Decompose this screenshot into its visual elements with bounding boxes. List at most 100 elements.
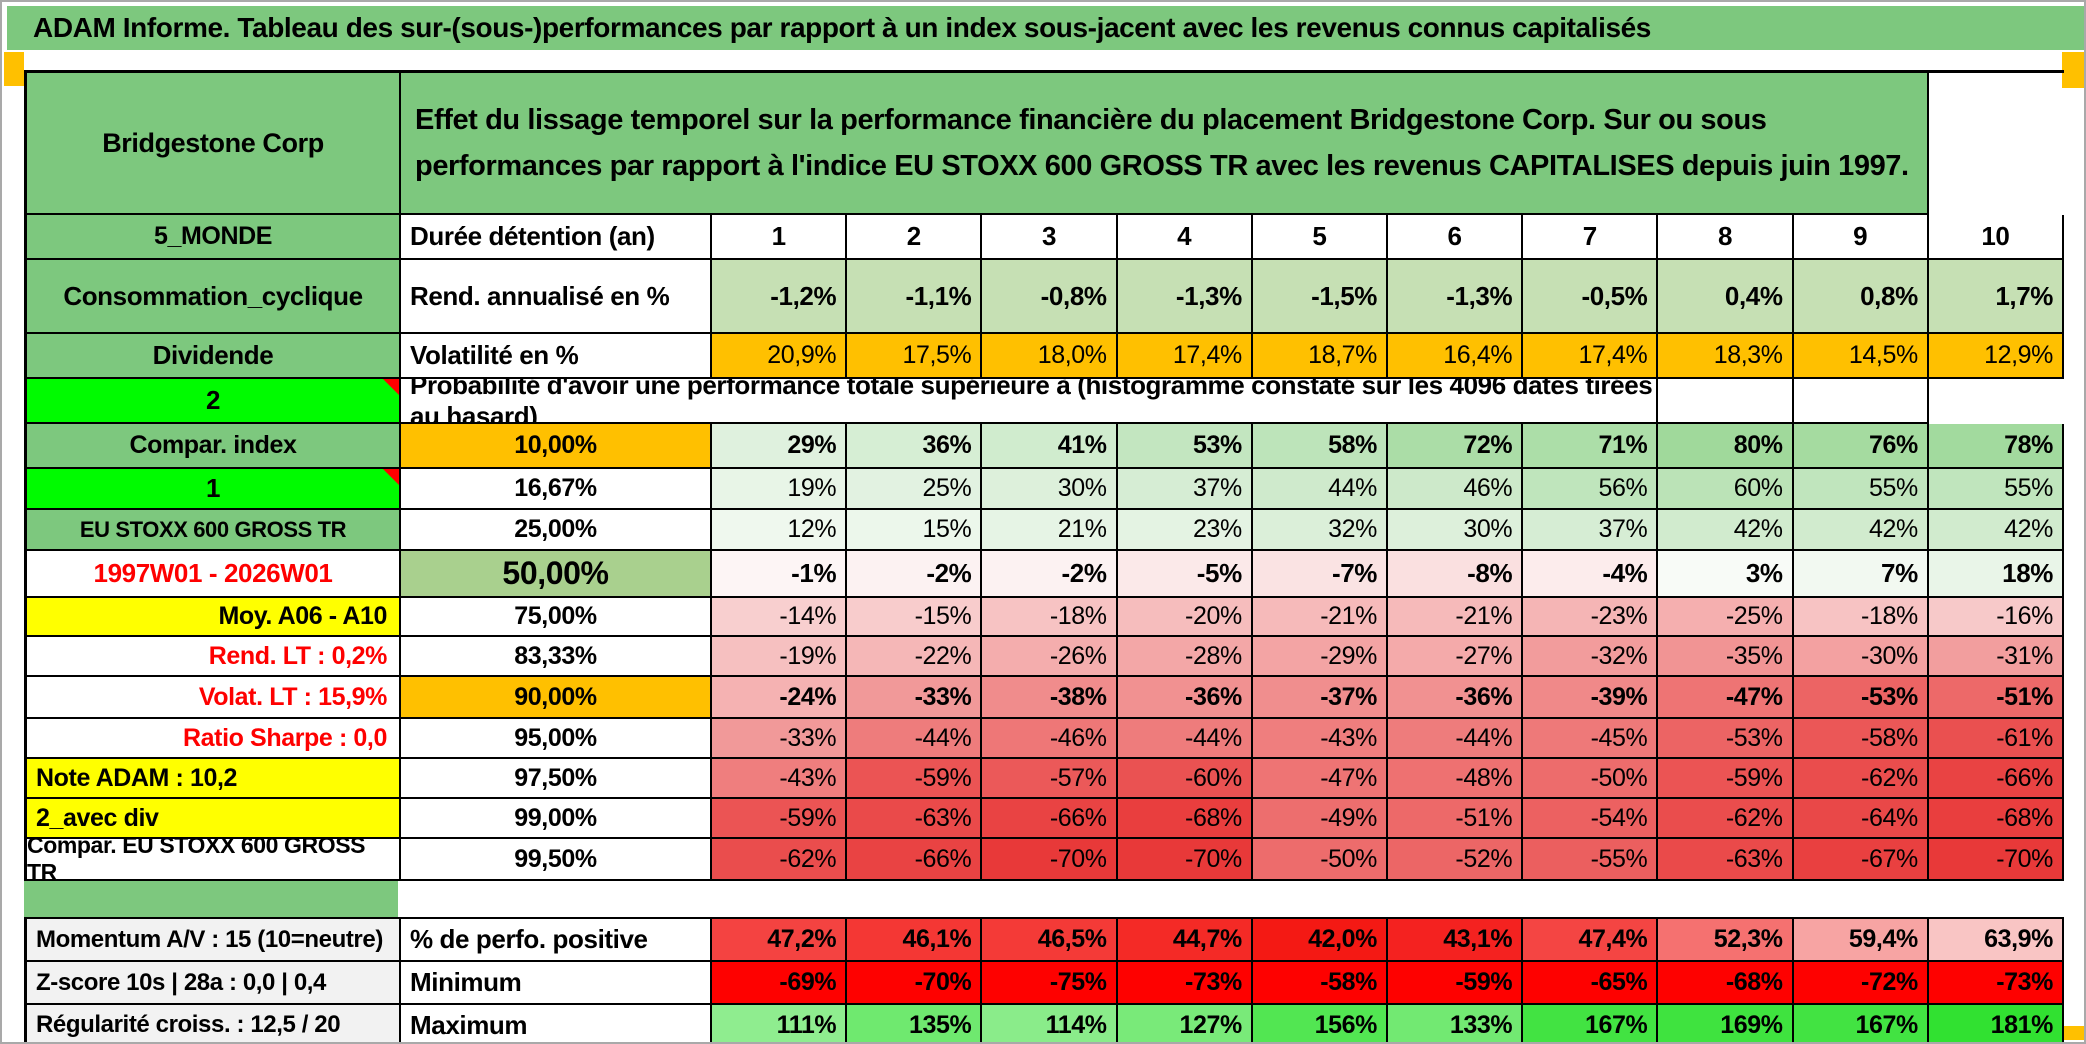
heatmap-cell[interactable]: -44% (1387, 719, 1524, 759)
heatmap-cell[interactable]: 32% (1252, 510, 1388, 551)
stat-value-cell[interactable]: 59,4% (1793, 919, 1929, 962)
heatmap-cell[interactable]: -44% (1117, 719, 1253, 759)
stat-value-cell[interactable]: -68% (1658, 962, 1794, 1005)
heatmap-cell[interactable]: -38% (982, 677, 1118, 719)
heatmap-cell[interactable]: 46% (1387, 469, 1524, 510)
stat-value-cell[interactable]: -72% (1793, 962, 1929, 1005)
prob-cell[interactable]: 99,50% (401, 839, 712, 881)
duration-year-cell[interactable]: 5 (1252, 215, 1388, 260)
prob-cell[interactable]: 10,00% (401, 424, 712, 469)
prob-cell[interactable]: 16,67% (401, 469, 712, 510)
heatmap-cell[interactable]: 15% (847, 510, 983, 551)
prob-cell[interactable]: 90,00% (401, 677, 712, 719)
heatmap-cell[interactable]: -15% (847, 598, 983, 637)
heatmap-cell[interactable]: -4% (1523, 551, 1659, 598)
heatmap-cell[interactable]: 44% (1252, 469, 1388, 510)
duration-year-cell[interactable]: 8 (1658, 215, 1794, 260)
stat-value-cell[interactable]: 127% (1117, 1005, 1253, 1042)
stat-value-cell[interactable]: 135% (847, 1005, 983, 1042)
duration-year-cell[interactable]: 1 (712, 215, 848, 260)
heatmap-cell[interactable]: -64% (1793, 799, 1929, 839)
heatmap-cell[interactable]: -26% (982, 637, 1118, 677)
heatmap-cell[interactable]: 72% (1387, 424, 1524, 469)
stat-value-cell[interactable]: 181% (1928, 1005, 2064, 1042)
heatmap-cell[interactable]: 55% (1793, 469, 1929, 510)
heatmap-cell[interactable]: -50% (1523, 759, 1659, 799)
heatmap-cell[interactable]: 56% (1523, 469, 1659, 510)
prob-cell[interactable]: 50,00% (401, 551, 712, 598)
heatmap-cell[interactable]: -55% (1523, 839, 1659, 881)
heatmap-cell[interactable]: -43% (712, 759, 848, 799)
heatmap-cell[interactable]: -70% (1117, 839, 1253, 881)
heatmap-cell[interactable]: -67% (1793, 839, 1929, 881)
heatmap-cell[interactable]: 58% (1252, 424, 1388, 469)
heatmap-cell[interactable]: -35% (1658, 637, 1794, 677)
duration-year-cell[interactable]: 2 (847, 215, 983, 260)
return-value-cell[interactable]: -0,5% (1523, 260, 1659, 334)
duration-year-cell[interactable]: 4 (1117, 215, 1253, 260)
heatmap-cell[interactable]: -18% (1793, 598, 1929, 637)
return-value-cell[interactable]: -1,1% (847, 260, 983, 334)
stat-value-cell[interactable]: 133% (1387, 1005, 1524, 1042)
stat-value-cell[interactable]: 167% (1523, 1005, 1659, 1042)
heatmap-cell[interactable]: -60% (1117, 759, 1253, 799)
heatmap-cell[interactable]: -19% (712, 637, 848, 677)
return-value-cell[interactable]: -1,2% (712, 260, 848, 334)
heatmap-cell[interactable]: -63% (847, 799, 983, 839)
heatmap-cell[interactable]: -28% (1117, 637, 1253, 677)
heatmap-cell[interactable]: 80% (1658, 424, 1794, 469)
heatmap-cell[interactable]: -22% (847, 637, 983, 677)
duration-year-cell[interactable]: 10 (1928, 215, 2064, 260)
heatmap-cell[interactable]: 21% (982, 510, 1118, 551)
heatmap-cell[interactable]: -27% (1387, 637, 1524, 677)
heatmap-cell[interactable]: -18% (982, 598, 1118, 637)
row-label-cell[interactable]: Moy. A06 - A10 (27, 598, 401, 637)
prob-cell[interactable]: 95,00% (401, 719, 712, 759)
heatmap-cell[interactable]: -61% (1928, 719, 2064, 759)
company-cell[interactable]: Bridgestone Corp (27, 73, 401, 215)
heatmap-cell[interactable]: -50% (1252, 839, 1388, 881)
heatmap-cell[interactable]: 37% (1117, 469, 1253, 510)
volatility-value-cell[interactable]: 17,5% (847, 334, 983, 379)
probability-header-cell[interactable]: Probabilité d'avoir une performance tota… (401, 379, 1659, 424)
heatmap-cell[interactable]: -66% (847, 839, 983, 881)
heatmap-cell[interactable]: 30% (1387, 510, 1524, 551)
row-label-cell[interactable]: Note ADAM : 10,2 (27, 759, 401, 799)
stat-label-cell[interactable]: % de perfo. positive (401, 919, 712, 962)
heatmap-cell[interactable]: 41% (982, 424, 1118, 469)
heatmap-cell[interactable]: -51% (1928, 677, 2064, 719)
heatmap-cell[interactable]: -68% (1928, 799, 2064, 839)
heatmap-cell[interactable]: -59% (1658, 759, 1794, 799)
heatmap-cell[interactable]: -20% (1117, 598, 1253, 637)
row-label-cell[interactable]: Rend. LT : 0,2% (27, 637, 401, 677)
heatmap-cell[interactable]: 42% (1928, 510, 2064, 551)
heatmap-cell[interactable]: -53% (1793, 677, 1929, 719)
heatmap-cell[interactable]: -70% (982, 839, 1118, 881)
zscore-cell[interactable]: Z-score 10s | 28a : 0,0 | 0,4 (27, 962, 401, 1005)
return-value-cell[interactable]: -1,3% (1387, 260, 1524, 334)
heatmap-cell[interactable]: -62% (1793, 759, 1929, 799)
volatility-value-cell[interactable]: 17,4% (1117, 334, 1253, 379)
heatmap-cell[interactable]: -33% (847, 677, 983, 719)
stat-value-cell[interactable]: 111% (712, 1005, 848, 1042)
period-cell[interactable]: 1997W01 - 2026W01 (27, 551, 401, 598)
heatmap-cell[interactable]: -36% (1387, 677, 1524, 719)
stat-value-cell[interactable]: 63,9% (1928, 919, 2064, 962)
return-value-cell[interactable]: -1,3% (1117, 260, 1253, 334)
return-label-cell[interactable]: Rend. annualisé en % (401, 260, 712, 334)
heatmap-cell[interactable]: -48% (1387, 759, 1524, 799)
heatmap-cell[interactable]: 36% (847, 424, 983, 469)
heatmap-cell[interactable]: 19% (712, 469, 848, 510)
stat-value-cell[interactable]: 44,7% (1117, 919, 1253, 962)
heatmap-cell[interactable]: -23% (1523, 598, 1659, 637)
heatmap-cell[interactable]: -37% (1252, 677, 1388, 719)
row-label-cell[interactable]: 2_avec div (27, 799, 401, 839)
heatmap-cell[interactable]: -30% (1793, 637, 1929, 677)
heatmap-cell[interactable]: 3% (1658, 551, 1794, 598)
volatility-value-cell[interactable]: 18,3% (1658, 334, 1794, 379)
corner-2-cell[interactable]: 2 (27, 379, 401, 424)
empty-cell[interactable] (1793, 379, 1929, 424)
heatmap-cell[interactable]: 42% (1658, 510, 1794, 551)
stat-value-cell[interactable]: -70% (847, 962, 983, 1005)
heatmap-cell[interactable]: -70% (1928, 839, 2064, 881)
